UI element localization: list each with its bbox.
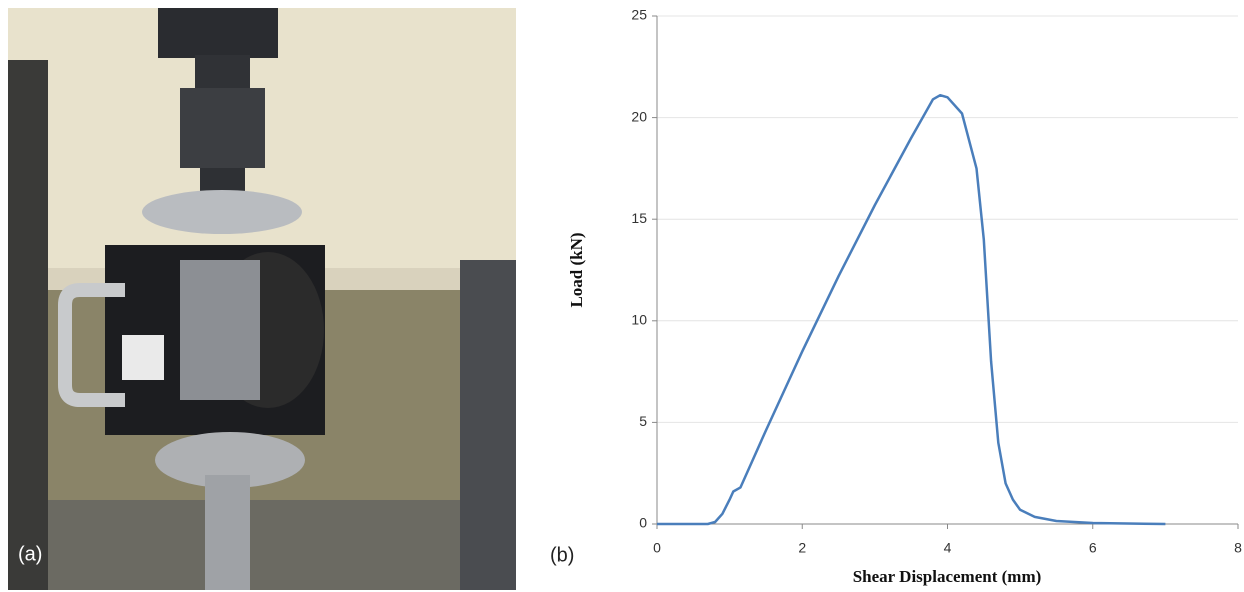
x-tick-label: 0 <box>653 540 661 556</box>
cylinder <box>180 260 260 400</box>
y-tick-label: 15 <box>631 210 647 226</box>
crosshead <box>158 8 278 58</box>
sticker <box>122 335 164 380</box>
x-tick-label: 8 <box>1234 540 1242 556</box>
x-axis-label: Shear Displacement (mm) <box>853 567 1042 586</box>
data-line <box>657 93 1166 526</box>
floor <box>8 500 516 590</box>
photo: (a) <box>8 8 516 590</box>
base <box>155 432 305 488</box>
y-tick-label: 5 <box>639 413 647 429</box>
rod <box>195 55 250 90</box>
frame-right <box>460 260 516 590</box>
x-tick-label: 6 <box>1089 540 1097 556</box>
panel-label: (b) <box>550 544 574 566</box>
y-tick-label: 10 <box>631 312 647 328</box>
post <box>205 475 250 590</box>
y-tick-label: 0 <box>639 515 647 531</box>
y-tick-label: 25 <box>631 7 647 23</box>
x-tick-label: 4 <box>944 540 952 556</box>
panel-label: (a) <box>18 543 42 565</box>
y-tick-label: 20 <box>631 108 647 124</box>
y-axis-label: Load (kN) <box>567 232 586 307</box>
platen <box>142 190 302 234</box>
coupler <box>180 88 265 168</box>
x-tick-label: 2 <box>798 540 806 556</box>
frame-left <box>8 60 48 590</box>
handle <box>58 283 125 407</box>
